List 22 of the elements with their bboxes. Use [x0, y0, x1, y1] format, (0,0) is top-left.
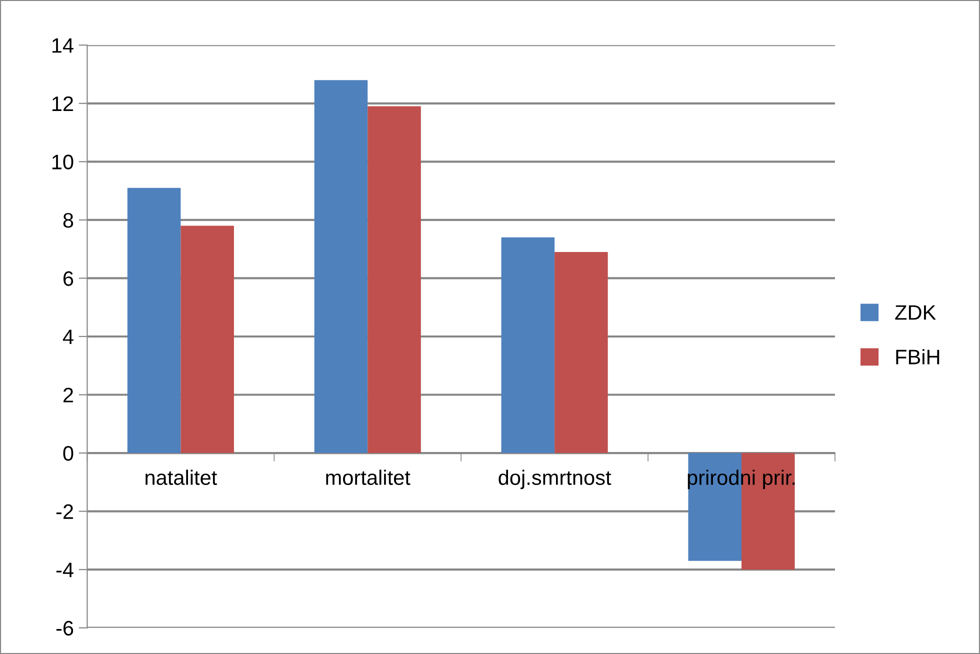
- x-tick-label: mortalitet: [326, 470, 410, 485]
- legend-label: ZDK: [895, 305, 936, 320]
- y-tick-label: 6: [64, 271, 74, 286]
- y-tick-label: 2: [63, 388, 73, 402]
- y-tick-label: -4: [56, 562, 74, 578]
- y-tick-label: 10: [52, 154, 74, 170]
- legend-label: FBiH: [896, 349, 940, 364]
- y-tick-label: -2: [56, 504, 73, 519]
- y-tick-label: 12: [52, 96, 73, 111]
- x-tick-label: doj.smrtnost: [498, 470, 612, 490]
- bar: [180, 226, 234, 454]
- y-tick-label: 4: [62, 330, 74, 344]
- y-tick-label: -6: [56, 620, 74, 636]
- x-tick-label: natalitet: [146, 470, 218, 485]
- y-tick-label: 0: [63, 446, 74, 461]
- bar: [314, 80, 368, 454]
- bar: [501, 237, 555, 454]
- y-tick-label: 8: [63, 212, 74, 228]
- bar: [127, 188, 181, 454]
- y-tick-label: 14: [52, 38, 74, 53]
- bar: [554, 252, 608, 454]
- bar: [368, 106, 421, 454]
